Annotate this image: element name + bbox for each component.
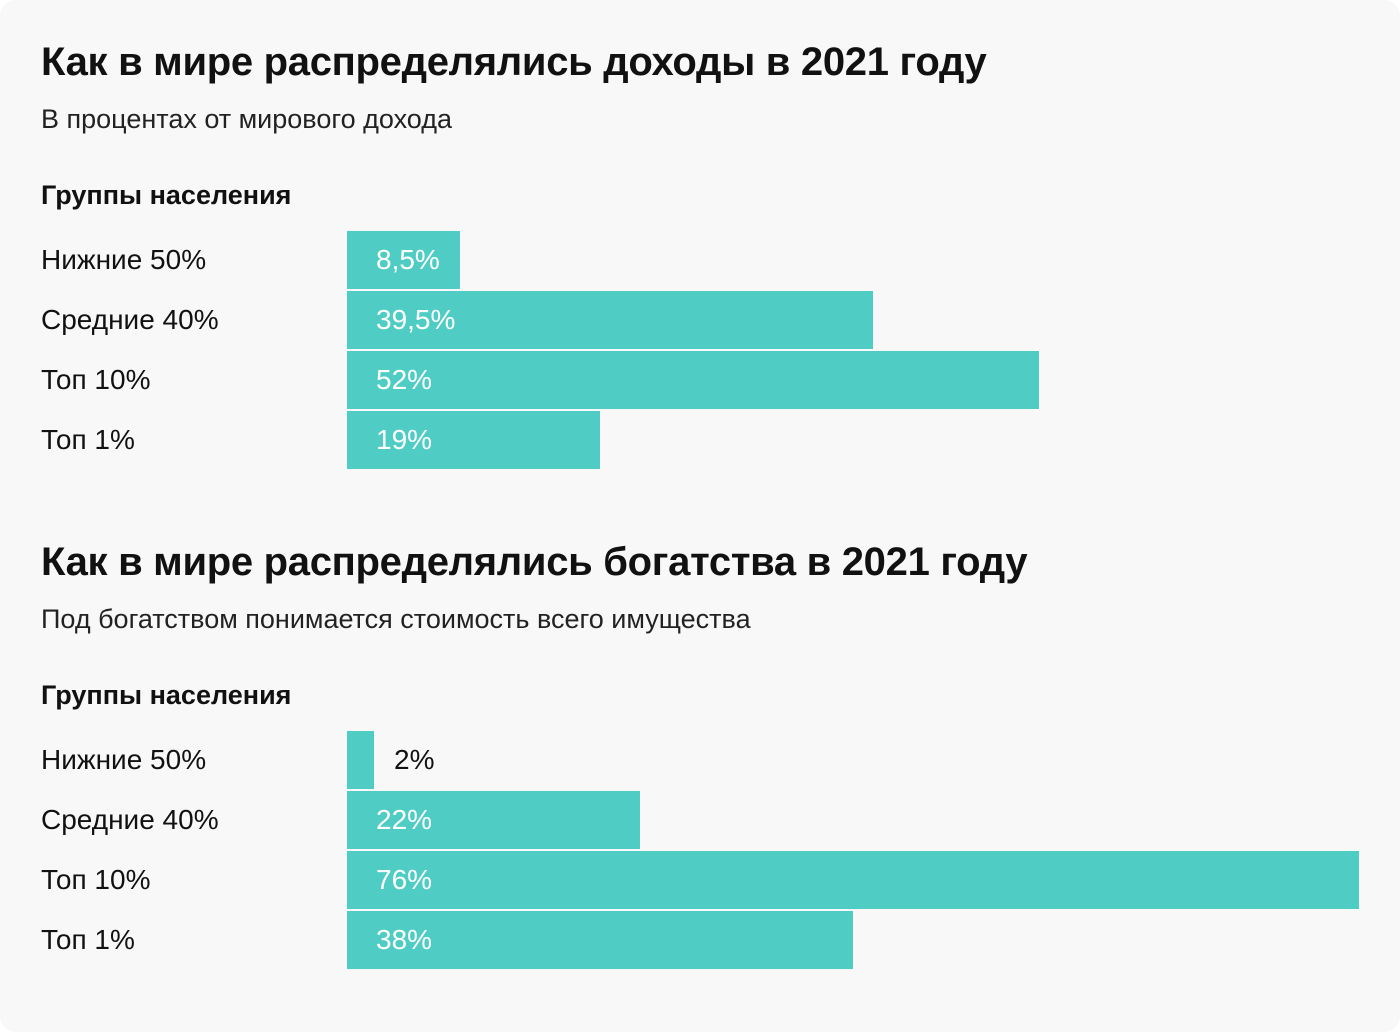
bar (347, 351, 1039, 409)
chart-title-wealth: Как в мире распределялись богатства в 20… (41, 540, 1028, 584)
data-label: 8,5% (376, 244, 440, 275)
category-label: Топ 10% (41, 864, 151, 895)
bar (347, 851, 1359, 909)
bar (347, 231, 460, 289)
bar (347, 791, 640, 849)
category-label: Топ 10% (41, 364, 151, 395)
category-header-wealth: Группы населения (41, 680, 292, 710)
data-label: 2% (394, 744, 435, 775)
data-label: 39,5% (376, 304, 456, 335)
bar (347, 291, 873, 349)
data-label: 76% (376, 864, 433, 895)
category-header-income: Группы населения (41, 180, 292, 210)
chart-title-income: Как в мире распределялись доходы в 2021 … (41, 40, 987, 84)
category-label: Средние 40% (41, 304, 219, 335)
chart-subtitle-wealth: Под богатством понимается стоимость всег… (41, 604, 751, 634)
bar (347, 411, 600, 469)
data-label: 38% (376, 924, 433, 955)
data-label: 52% (376, 364, 433, 395)
bar (347, 911, 853, 969)
category-label: Нижние 50% (41, 244, 207, 275)
data-label: 19% (376, 424, 433, 455)
bar (347, 731, 374, 789)
category-label: Средние 40% (41, 804, 219, 835)
category-label: Топ 1% (41, 924, 135, 955)
data-label: 22% (376, 804, 433, 835)
category-label: Нижние 50% (41, 744, 207, 775)
chart-subtitle-income: В процентах от мирового дохода (41, 104, 452, 134)
category-label: Топ 1% (41, 424, 135, 455)
